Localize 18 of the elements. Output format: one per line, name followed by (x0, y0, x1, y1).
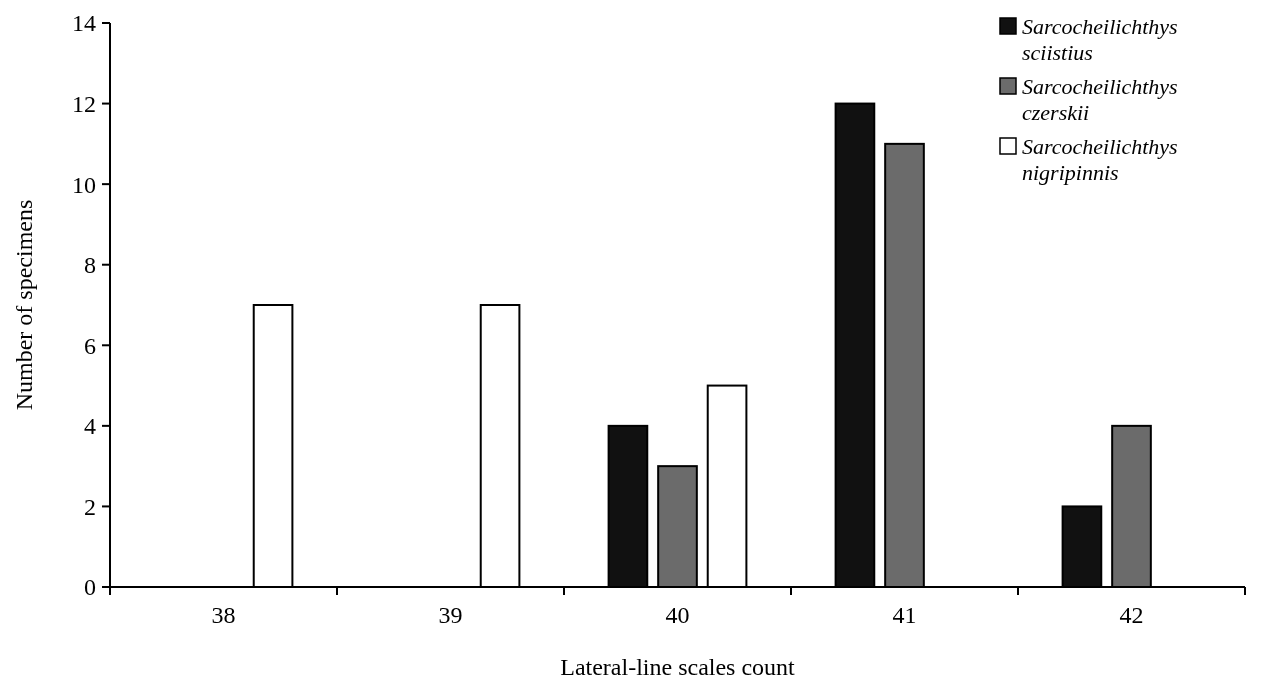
legend-label: Sarcocheilichthys nigripinnis (1022, 134, 1178, 185)
x-tick-label: 40 (665, 602, 690, 628)
y-tick-label: 14 (72, 10, 96, 37)
legend-label: Sarcocheilichthys sciistius (1022, 14, 1178, 65)
y-tick-label: 6 (84, 332, 96, 359)
y-tick-label: 0 (84, 574, 96, 601)
y-tick-label: 8 (84, 252, 96, 279)
y-tick-label: 2 (84, 493, 96, 520)
x-tick-label: 38 (211, 602, 236, 628)
x-tick-label: 41 (892, 602, 917, 628)
x-axis-title: Lateral-line scales count (560, 654, 796, 680)
y-tick-label: 10 (72, 171, 96, 198)
y-tick-label: 12 (72, 90, 96, 117)
x-tick-label: 42 (1119, 602, 1144, 628)
y-axis-title: Number of specimens (11, 199, 37, 411)
y-tick-label: 4 (84, 413, 96, 440)
legend-label: Sarcocheilichthys czerskii (1022, 74, 1178, 125)
x-tick-label: 39 (438, 602, 463, 628)
